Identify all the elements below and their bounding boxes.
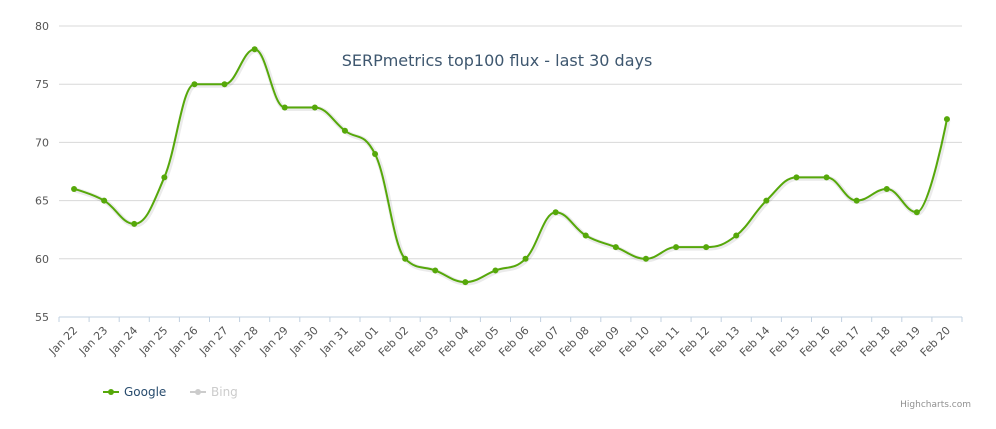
data-point xyxy=(793,174,800,181)
data-point xyxy=(733,232,740,239)
data-point xyxy=(71,185,78,192)
x-tick-label: Jan 22 xyxy=(46,324,80,358)
legend-item-bing[interactable]: Bing xyxy=(190,385,238,399)
x-tick-label: Feb 20 xyxy=(918,324,953,359)
x-tick-label: Feb 12 xyxy=(677,324,712,359)
data-point xyxy=(101,197,108,204)
credits-link[interactable]: Highcharts.com xyxy=(900,400,971,410)
x-tick-label: Feb 02 xyxy=(376,324,411,359)
x-tick-label: Feb 09 xyxy=(587,324,622,359)
data-point xyxy=(161,174,168,181)
data-point xyxy=(612,244,619,251)
data-point xyxy=(251,46,258,53)
x-tick-label: Jan 26 xyxy=(166,324,200,358)
data-point xyxy=(191,81,198,88)
data-point xyxy=(823,174,830,181)
x-tick-label: Jan 24 xyxy=(106,324,140,358)
x-tick-label: Feb 10 xyxy=(617,324,652,359)
data-point xyxy=(462,279,469,286)
data-point xyxy=(943,116,950,123)
series-google xyxy=(71,46,951,286)
x-tick-label: Feb 03 xyxy=(406,324,441,359)
x-tick-label: Jan 30 xyxy=(287,324,321,358)
x-tick-label: Feb 05 xyxy=(466,324,501,359)
x-tick-label: Jan 23 xyxy=(76,324,110,358)
y-tick-label: 75 xyxy=(35,78,49,91)
data-point xyxy=(703,244,710,251)
x-tick-label: Jan 25 xyxy=(136,324,170,358)
data-point xyxy=(402,255,409,262)
data-point xyxy=(432,267,439,274)
x-tick-label: Feb 11 xyxy=(647,324,682,359)
y-tick-label: 60 xyxy=(35,253,49,266)
legend-marker-icon xyxy=(195,389,201,395)
data-point xyxy=(522,255,529,262)
y-tick-label: 70 xyxy=(35,136,49,149)
x-tick-label: Feb 06 xyxy=(496,324,531,359)
chart-title: SERPmetrics top100 flux - last 30 days xyxy=(342,51,653,70)
data-point xyxy=(763,197,770,204)
legend: Google Bing xyxy=(103,385,238,399)
data-point xyxy=(311,104,318,111)
x-tick-label: Feb 18 xyxy=(858,324,893,359)
data-point xyxy=(281,104,288,111)
x-tick-label: Feb 14 xyxy=(737,324,772,359)
y-tick-label: 65 xyxy=(35,195,49,208)
x-tick-label: Feb 16 xyxy=(797,324,832,359)
data-point xyxy=(642,255,649,262)
data-point xyxy=(492,267,499,274)
legend-item-google[interactable]: Google xyxy=(103,385,166,399)
x-tick-label: Jan 27 xyxy=(196,324,230,358)
x-tick-label: Feb 17 xyxy=(827,324,862,359)
x-tick-label: Feb 15 xyxy=(767,324,802,359)
data-point xyxy=(673,244,680,251)
data-point xyxy=(341,127,348,134)
x-tick-label: Feb 07 xyxy=(526,324,561,359)
x-tick-label: Jan 31 xyxy=(317,324,351,358)
data-point xyxy=(372,151,379,158)
legend-label-google[interactable]: Google xyxy=(124,385,166,399)
data-point xyxy=(221,81,228,88)
data-point xyxy=(853,197,860,204)
data-point xyxy=(131,220,138,227)
data-point xyxy=(552,209,559,216)
x-tick-label: Feb 08 xyxy=(557,324,592,359)
series-line-google xyxy=(73,48,948,284)
x-tick-label: Feb 13 xyxy=(707,324,742,359)
legend-marker-icon xyxy=(108,389,114,395)
data-point xyxy=(582,232,589,239)
x-tick-label: Feb 04 xyxy=(436,324,471,359)
y-axis-labels: 55 60 65 70 75 80 xyxy=(35,20,49,324)
y-tick-label: 80 xyxy=(35,20,49,33)
legend-label-bing[interactable]: Bing xyxy=(211,385,238,399)
x-tick-label: Feb 19 xyxy=(888,324,923,359)
x-tick-label: Jan 28 xyxy=(227,324,261,358)
data-point xyxy=(913,209,920,216)
y-tick-label: 55 xyxy=(35,311,49,324)
x-tick-label: Feb 01 xyxy=(346,324,381,359)
data-point xyxy=(883,185,890,192)
x-tick-label: Jan 29 xyxy=(257,324,291,358)
